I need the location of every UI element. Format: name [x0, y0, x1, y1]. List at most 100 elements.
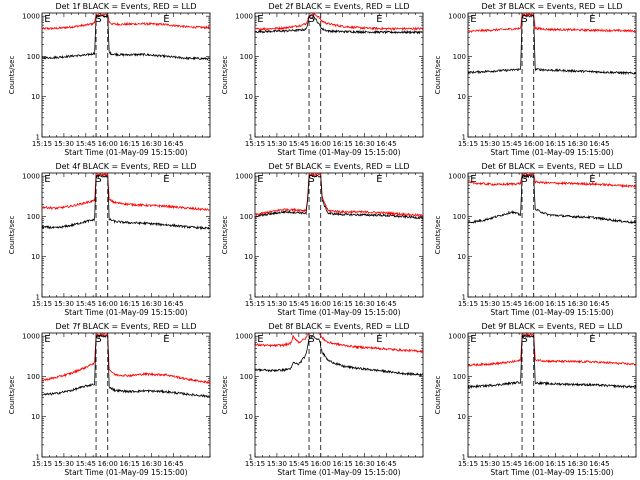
- x-tick-label: 15:45: [289, 140, 309, 148]
- series-line-red: [42, 13, 210, 31]
- y-tick-label: 1: [249, 134, 253, 142]
- x-tick-label: 16:15: [546, 140, 566, 148]
- y-axis-label: Counts/sec: [8, 216, 16, 255]
- marker-label: E: [257, 334, 263, 345]
- x-tick-label: 16:15: [120, 140, 140, 148]
- x-tick-label: 16:15: [333, 460, 353, 468]
- marker-label: E: [44, 334, 50, 345]
- y-tick-label: 1000: [235, 13, 253, 21]
- series-line-black: [255, 14, 423, 35]
- marker-label: S: [308, 14, 314, 25]
- plot-frame: [254, 12, 424, 138]
- series-line-black: [42, 174, 210, 231]
- y-axis: 1 10 100 1000: [22, 333, 210, 462]
- x-tick-label: 16:45: [589, 300, 609, 308]
- marker-label: S: [521, 14, 527, 25]
- chart-panel-6: Det 6f BLACK = Events, RED = LLD 1 10 100 10…: [434, 162, 637, 317]
- x-tick-label: 16:30: [141, 460, 161, 468]
- x-tick-label: 15:30: [267, 460, 287, 468]
- series-line-black: [468, 173, 636, 225]
- y-tick-label: 100: [453, 53, 466, 61]
- y-tick-label: 10: [31, 413, 40, 421]
- x-tick-label: 15:30: [54, 300, 74, 308]
- marker-label: E: [44, 14, 50, 25]
- y-tick-label: 1000: [22, 333, 40, 341]
- x-tick-label: 16:15: [333, 300, 353, 308]
- x-tick-label: 15:45: [289, 460, 309, 468]
- y-axis: 1 10 100 1000: [235, 173, 423, 302]
- chart-panel-5: Det 5f BLACK = Events, RED = LLD 1 10 100 10…: [221, 162, 424, 317]
- marker-label: S: [521, 174, 527, 185]
- x-tick-label: 15:30: [480, 460, 500, 468]
- x-tick-label: 16:45: [163, 300, 183, 308]
- y-axis-label: Counts/sec: [221, 56, 229, 95]
- x-tick-label: 16:30: [141, 140, 161, 148]
- x-tick-label: 16:15: [546, 300, 566, 308]
- plot-frame: [254, 332, 424, 458]
- marker-label: S: [95, 334, 101, 345]
- marker-label: E: [470, 174, 476, 185]
- marker-label: E: [470, 334, 476, 345]
- x-tick-label: 16:00: [98, 460, 118, 468]
- x-axis-label: Start Time (01-May-09 15:15:00): [490, 148, 613, 157]
- x-tick-label: 16:30: [354, 460, 374, 468]
- marker-label: E: [470, 14, 476, 25]
- y-axis-label: Counts/sec: [434, 56, 442, 95]
- x-tick-label: 16:00: [524, 140, 544, 148]
- chart-panel-1: Det 1f BLACK = Events, RED = LLD 1 10 100 10…: [8, 2, 211, 157]
- series-line-red: [255, 13, 423, 31]
- x-tick-label: 16:15: [546, 460, 566, 468]
- plot-frame: [467, 172, 637, 298]
- y-tick-label: 100: [240, 373, 253, 381]
- y-axis: 1 10 100 1000: [448, 333, 636, 462]
- y-tick-label: 10: [244, 253, 253, 261]
- x-tick-label: 15:30: [480, 140, 500, 148]
- plot-frame: [254, 172, 424, 298]
- chart-panel-3: Det 3f BLACK = Events, RED = LLD 1 10 100 10…: [434, 2, 637, 157]
- y-tick-label: 10: [457, 413, 466, 421]
- series-line-red: [42, 173, 210, 212]
- y-tick-label: 10: [457, 253, 466, 261]
- y-axis: 1 10 100 1000: [448, 173, 636, 302]
- marker-label: E: [589, 334, 595, 345]
- x-axis: 15:15 15:30 15:45 16:00 16:15 16:30 16:45: [458, 173, 637, 308]
- x-tick-label: 15:30: [54, 140, 74, 148]
- x-tick-label: 16:30: [141, 300, 161, 308]
- marker-label: E: [376, 14, 382, 25]
- x-tick-label: 16:00: [98, 140, 118, 148]
- x-axis: 15:15 15:30 15:45 16:00 16:15 16:30 16:45: [245, 13, 424, 148]
- x-tick-label: 16:45: [589, 460, 609, 468]
- x-axis-label: Start Time (01-May-09 15:15:00): [490, 468, 613, 477]
- plot-frame: [41, 12, 211, 138]
- series-line-red: [42, 333, 210, 385]
- series-line-red: [468, 13, 636, 33]
- x-axis-label: Start Time (01-May-09 15:15:00): [64, 468, 187, 477]
- chart-panel-4: Det 4f BLACK = Events, RED = LLD 1 10 100 10…: [8, 162, 211, 317]
- chart-title: Det 5f BLACK = Events, RED = LLD: [268, 162, 409, 171]
- chart-title: Det 6f BLACK = Events, RED = LLD: [481, 162, 622, 171]
- y-tick-label: 1000: [235, 173, 253, 181]
- x-tick-label: 15:15: [458, 140, 478, 148]
- y-tick-label: 1: [249, 454, 253, 462]
- y-tick-label: 1000: [235, 333, 253, 341]
- y-tick-label: 10: [31, 253, 40, 261]
- chart-title: Det 1f BLACK = Events, RED = LLD: [55, 2, 196, 11]
- chart-title: Det 3f BLACK = Events, RED = LLD: [481, 2, 622, 11]
- x-tick-label: 15:15: [32, 300, 52, 308]
- x-tick-label: 16:00: [311, 300, 331, 308]
- x-axis: 15:15 15:30 15:45 16:00 16:15 16:30 16:45: [32, 13, 211, 148]
- y-tick-label: 100: [27, 373, 40, 381]
- x-tick-label: 16:30: [567, 300, 587, 308]
- y-axis: 1 10 100 1000: [235, 333, 423, 462]
- x-tick-label: 15:15: [458, 460, 478, 468]
- x-tick-label: 15:45: [502, 140, 522, 148]
- x-axis-label: Start Time (01-May-09 15:15:00): [277, 468, 400, 477]
- marker-label: S: [95, 174, 101, 185]
- x-axis: 15:15 15:30 15:45 16:00 16:15 16:30 16:45: [458, 13, 637, 148]
- y-axis-label: Counts/sec: [8, 376, 16, 415]
- y-tick-label: 100: [240, 213, 253, 221]
- x-axis: 15:15 15:30 15:45 16:00 16:15 16:30 16:45: [245, 333, 424, 468]
- x-tick-label: 15:45: [76, 140, 96, 148]
- y-tick-label: 100: [27, 213, 40, 221]
- marker-label: E: [163, 14, 169, 25]
